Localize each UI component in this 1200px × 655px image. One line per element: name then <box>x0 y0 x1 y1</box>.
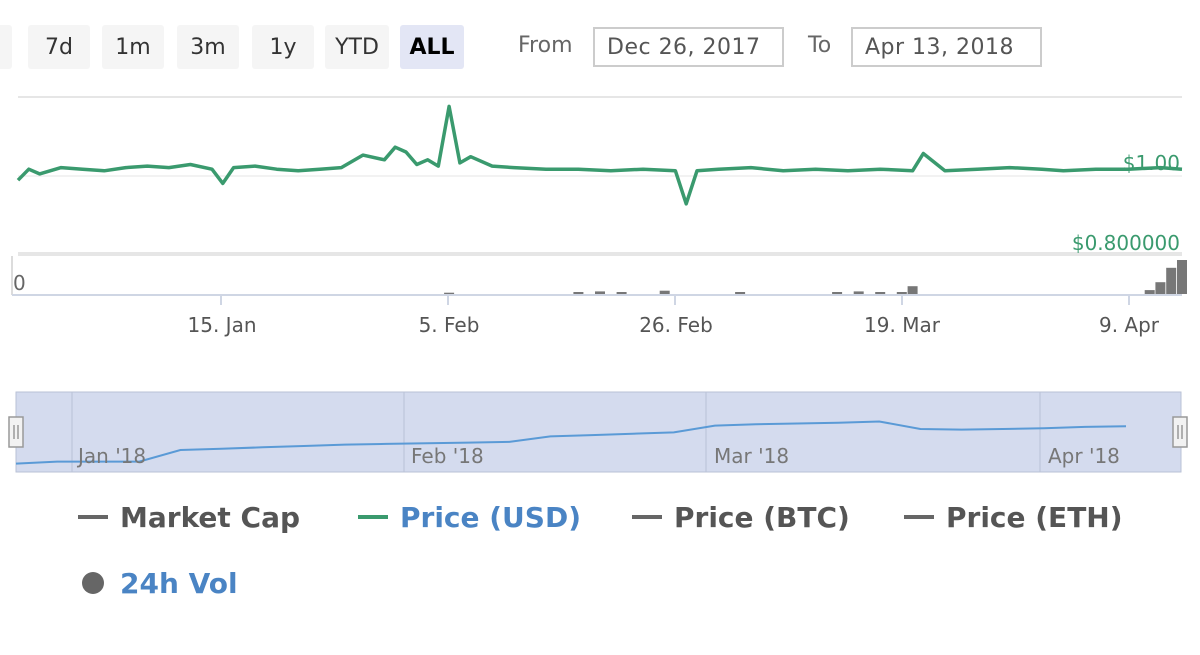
volume-bar <box>896 292 907 294</box>
volume-bar <box>907 286 918 294</box>
line-symbol-icon <box>904 515 934 519</box>
range-button-3m[interactable]: 3m <box>177 25 239 69</box>
legend-label: Price (USD) <box>400 500 582 534</box>
navigator-handle-right[interactable] <box>1172 416 1188 448</box>
price-usd-line <box>16 104 1183 206</box>
legend-24h-vol[interactable]: 24h Vol <box>82 563 238 603</box>
line-symbol-icon <box>632 515 662 519</box>
dot-symbol-icon <box>82 572 104 594</box>
volume-bar <box>853 291 864 294</box>
range-button-1m[interactable]: 1m <box>102 25 164 69</box>
x-tick-label: 9. Apr <box>1099 313 1160 337</box>
legend: Market Cap Price (USD) Price (BTC) Price… <box>0 495 1200 615</box>
navigator-series-line <box>15 420 1127 465</box>
volume-bars <box>444 260 1187 294</box>
volume-bar <box>735 292 746 294</box>
volume-bar <box>1144 290 1155 294</box>
navigator-selection[interactable] <box>15 391 1182 473</box>
x-tick-label: 19. Mar <box>864 313 941 337</box>
line-symbol-icon <box>78 515 108 519</box>
range-selector: 7d 1m 3m 1y YTD ALL From To <box>0 25 1200 71</box>
price-tick-0-8: $0.800000 <box>1072 231 1180 255</box>
range-button-partial[interactable] <box>0 25 12 69</box>
legend-price-eth[interactable]: Price (ETH) <box>904 497 1123 537</box>
legend-price-usd[interactable]: Price (USD) <box>358 497 581 537</box>
navigator[interactable]: Jan '18 Feb '18 Mar '18 Apr '18 <box>0 385 1200 480</box>
navigator-handle-right-body[interactable] <box>1172 416 1188 448</box>
volume-bar <box>1177 260 1187 294</box>
line-symbol-icon <box>358 515 388 519</box>
legend-label: 24h Vol <box>120 566 238 600</box>
navigator-tick-label: Apr '18 <box>1048 444 1120 468</box>
navigator-handle-left-body[interactable] <box>8 416 24 448</box>
volume-bar <box>659 290 670 294</box>
x-tick-label: 5. Feb <box>419 313 480 337</box>
volume-bar <box>1155 282 1166 294</box>
volume-bar <box>616 292 627 294</box>
volume-tick-0: 0 <box>13 271 26 295</box>
volume-bar <box>832 292 843 294</box>
navigator-tick-label: Jan '18 <box>76 444 146 468</box>
legend-label: Price (ETH) <box>946 500 1123 534</box>
navigator-tick-label: Mar '18 <box>714 444 789 468</box>
from-date-input[interactable] <box>593 27 784 67</box>
from-label: From <box>518 33 573 58</box>
x-tick-label: 26. Feb <box>639 313 713 337</box>
to-date-input[interactable] <box>851 27 1042 67</box>
range-button-1y[interactable]: 1y <box>252 25 314 69</box>
legend-label: Market Cap <box>120 500 301 534</box>
range-button-7d[interactable]: 7d <box>28 25 90 69</box>
volume-bar <box>875 292 886 294</box>
legend-price-btc[interactable]: Price (BTC) <box>632 497 850 537</box>
legend-label: Price (BTC) <box>674 500 850 534</box>
legend-market-cap[interactable]: Market Cap <box>78 497 300 537</box>
price-tick-1: $1.00 <box>1123 151 1180 175</box>
volume-bar <box>1166 267 1177 294</box>
x-axis-ticks: 15. Jan 5. Feb 26. Feb 19. Mar 9. Apr <box>188 295 1160 337</box>
main-chart: $1.00 $0.800000 0 15. Jan 5. Feb 26. Feb… <box>11 96 1187 337</box>
to-label: To <box>808 33 832 58</box>
volume-bar <box>573 292 584 294</box>
navigator-handle-left[interactable] <box>8 416 24 448</box>
navigator-tick-label: Feb '18 <box>411 444 484 468</box>
range-button-ytd[interactable]: YTD <box>325 25 389 69</box>
range-button-all[interactable]: ALL <box>400 25 464 69</box>
volume-bar <box>444 292 455 294</box>
x-tick-label: 15. Jan <box>188 313 257 337</box>
volume-bar <box>595 291 605 294</box>
